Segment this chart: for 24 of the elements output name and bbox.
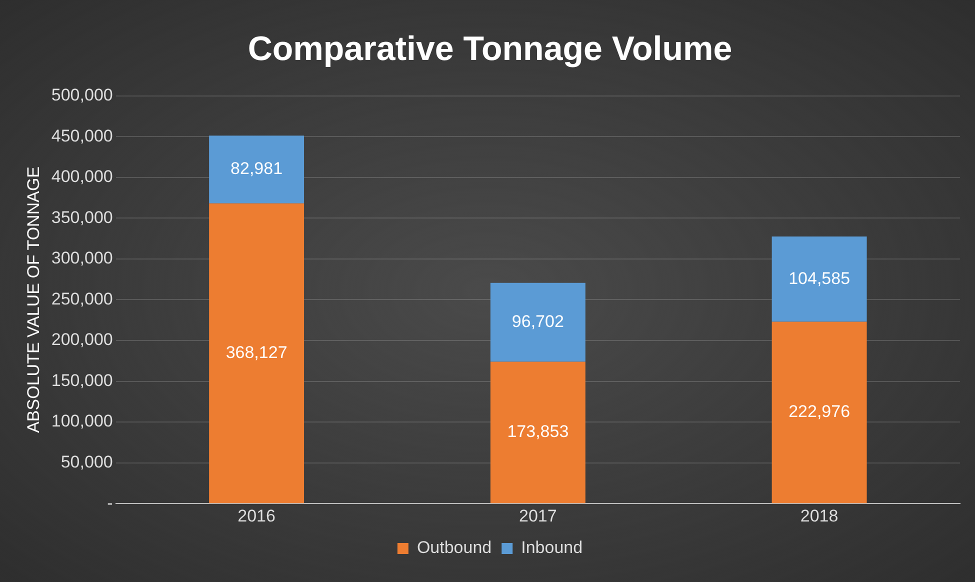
x-tick-label: 2018 (800, 506, 838, 526)
y-tick-label: - (107, 493, 113, 512)
y-tick-label: 50,000 (60, 452, 113, 472)
data-label: 96,702 (512, 312, 564, 332)
y-tick-label: 300,000 (51, 248, 113, 268)
y-tick-label: 100,000 (51, 412, 113, 431)
y-tick-label: 500,000 (51, 85, 113, 104)
x-tick-label: 2016 (238, 506, 276, 526)
data-label: 368,127 (226, 342, 288, 362)
y-tick-label: 250,000 (51, 289, 113, 308)
legend-label: Outbound (416, 538, 492, 558)
y-tick-label: 450,000 (51, 126, 113, 146)
y-tick-label: 150,000 (51, 370, 113, 390)
legend-label: Inbound (521, 538, 583, 558)
y-axis-title: ABSOLUTE VALUE OF TONNAGE (24, 166, 43, 433)
y-tick-label: 200,000 (51, 330, 113, 350)
chart-title: Comparative Tonnage Volume (248, 30, 732, 68)
y-tick-label: 400,000 (51, 167, 113, 186)
data-label: 173,853 (507, 422, 569, 442)
data-label: 82,981 (230, 159, 283, 178)
x-tick-label: 2017 (519, 506, 557, 526)
data-label: 104,585 (788, 268, 850, 288)
data-label: 222,976 (788, 402, 850, 422)
y-tick-label: 350,000 (51, 208, 113, 227)
